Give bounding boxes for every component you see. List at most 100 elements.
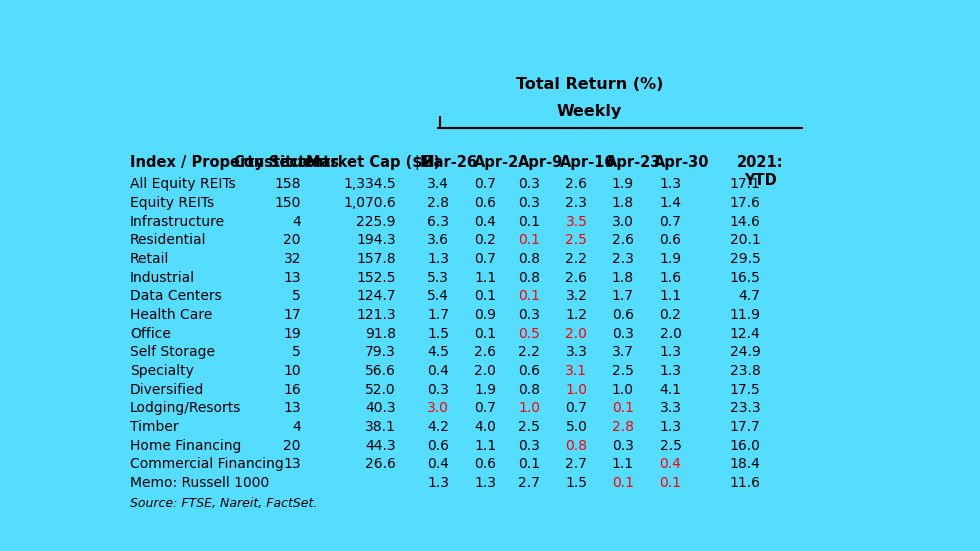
Text: Lodging/Resorts: Lodging/Resorts bbox=[130, 401, 241, 415]
Text: 0.7: 0.7 bbox=[565, 401, 587, 415]
Text: 17.7: 17.7 bbox=[730, 420, 760, 434]
Text: 0.1: 0.1 bbox=[518, 233, 540, 247]
Text: 1.3: 1.3 bbox=[660, 364, 681, 378]
Text: 1.3: 1.3 bbox=[427, 476, 449, 490]
Text: 32: 32 bbox=[283, 252, 301, 266]
Text: 0.3: 0.3 bbox=[518, 308, 540, 322]
Text: Source: FTSE, Nareit, FactSet.: Source: FTSE, Nareit, FactSet. bbox=[130, 497, 318, 510]
Text: 0.3: 0.3 bbox=[518, 177, 540, 191]
Text: 0.8: 0.8 bbox=[518, 271, 540, 285]
Text: 38.1: 38.1 bbox=[365, 420, 396, 434]
Text: 2.0: 2.0 bbox=[474, 364, 496, 378]
Text: 24.9: 24.9 bbox=[730, 345, 760, 359]
Text: 2.6: 2.6 bbox=[565, 177, 587, 191]
Text: 2.5: 2.5 bbox=[612, 364, 634, 378]
Text: 1,070.6: 1,070.6 bbox=[343, 196, 396, 210]
Text: 13: 13 bbox=[283, 457, 301, 471]
Text: 225.9: 225.9 bbox=[357, 214, 396, 229]
Text: Total Return (%): Total Return (%) bbox=[515, 77, 663, 91]
Text: 124.7: 124.7 bbox=[357, 289, 396, 303]
Text: 16.0: 16.0 bbox=[729, 439, 760, 452]
Text: 1.9: 1.9 bbox=[612, 177, 634, 191]
Text: 157.8: 157.8 bbox=[357, 252, 396, 266]
Text: 3.1: 3.1 bbox=[565, 364, 587, 378]
Text: Constituents: Constituents bbox=[233, 155, 339, 170]
Text: 2.5: 2.5 bbox=[518, 420, 540, 434]
Text: 0.7: 0.7 bbox=[474, 401, 496, 415]
Text: 4.7: 4.7 bbox=[739, 289, 760, 303]
Text: 17.1: 17.1 bbox=[729, 177, 760, 191]
Text: 0.8: 0.8 bbox=[518, 382, 540, 397]
Text: 0.3: 0.3 bbox=[427, 382, 449, 397]
Text: 16.5: 16.5 bbox=[729, 271, 760, 285]
Text: 2.6: 2.6 bbox=[612, 233, 634, 247]
Text: 2021:
YTD: 2021: YTD bbox=[737, 155, 784, 188]
Text: Apr-16: Apr-16 bbox=[560, 155, 615, 170]
Text: 1.0: 1.0 bbox=[612, 382, 634, 397]
Text: 1.6: 1.6 bbox=[660, 271, 681, 285]
Text: 1.3: 1.3 bbox=[427, 252, 449, 266]
Text: 1.3: 1.3 bbox=[660, 345, 681, 359]
Text: 2.3: 2.3 bbox=[612, 252, 634, 266]
Text: 4: 4 bbox=[292, 420, 301, 434]
Text: Data Centers: Data Centers bbox=[130, 289, 221, 303]
Text: 0.5: 0.5 bbox=[518, 327, 540, 341]
Text: 0.4: 0.4 bbox=[660, 457, 681, 471]
Text: 11.6: 11.6 bbox=[729, 476, 760, 490]
Text: 6.3: 6.3 bbox=[427, 214, 449, 229]
Text: 0.6: 0.6 bbox=[660, 233, 681, 247]
Text: 4.5: 4.5 bbox=[427, 345, 449, 359]
Text: 1.1: 1.1 bbox=[474, 271, 496, 285]
Text: Apr-23: Apr-23 bbox=[606, 155, 662, 170]
Text: 23.3: 23.3 bbox=[730, 401, 760, 415]
Text: 1.0: 1.0 bbox=[565, 382, 587, 397]
Text: 158: 158 bbox=[274, 177, 301, 191]
Text: 17: 17 bbox=[283, 308, 301, 322]
Text: 52.0: 52.0 bbox=[366, 382, 396, 397]
Text: 4.2: 4.2 bbox=[427, 420, 449, 434]
Text: Timber: Timber bbox=[130, 420, 178, 434]
Text: 150: 150 bbox=[274, 196, 301, 210]
Text: Residential: Residential bbox=[130, 233, 207, 247]
Text: 23.8: 23.8 bbox=[730, 364, 760, 378]
Text: 121.3: 121.3 bbox=[357, 308, 396, 322]
Text: Apr-2: Apr-2 bbox=[473, 155, 518, 170]
Text: 4.1: 4.1 bbox=[660, 382, 681, 397]
Text: Health Care: Health Care bbox=[130, 308, 213, 322]
Text: Self Storage: Self Storage bbox=[130, 345, 215, 359]
Text: Apr-9: Apr-9 bbox=[517, 155, 563, 170]
Text: 0.3: 0.3 bbox=[518, 196, 540, 210]
Text: 91.8: 91.8 bbox=[365, 327, 396, 341]
Text: 3.7: 3.7 bbox=[612, 345, 634, 359]
Text: 20.1: 20.1 bbox=[730, 233, 760, 247]
Text: Commercial Financing: Commercial Financing bbox=[130, 457, 284, 471]
Text: 2.7: 2.7 bbox=[518, 476, 540, 490]
Text: 1.8: 1.8 bbox=[612, 196, 634, 210]
Text: 2.0: 2.0 bbox=[565, 327, 587, 341]
Text: 1.9: 1.9 bbox=[474, 382, 496, 397]
Text: 0.1: 0.1 bbox=[518, 457, 540, 471]
Text: 1.5: 1.5 bbox=[565, 476, 587, 490]
Text: 29.5: 29.5 bbox=[730, 252, 760, 266]
Text: 3.0: 3.0 bbox=[427, 401, 449, 415]
Text: 40.3: 40.3 bbox=[366, 401, 396, 415]
Text: 1,334.5: 1,334.5 bbox=[343, 177, 396, 191]
Text: 0.9: 0.9 bbox=[474, 308, 496, 322]
Text: Retail: Retail bbox=[130, 252, 170, 266]
Text: 1.7: 1.7 bbox=[427, 308, 449, 322]
Text: 0.7: 0.7 bbox=[474, 177, 496, 191]
Text: 5.0: 5.0 bbox=[565, 420, 587, 434]
Text: 0.3: 0.3 bbox=[612, 439, 634, 452]
Text: Index / Property Sector: Index / Property Sector bbox=[130, 155, 322, 170]
Text: Mar-26: Mar-26 bbox=[420, 155, 478, 170]
Text: 2.6: 2.6 bbox=[565, 271, 587, 285]
Text: 0.3: 0.3 bbox=[612, 327, 634, 341]
Text: 194.3: 194.3 bbox=[357, 233, 396, 247]
Text: Market Cap ($B): Market Cap ($B) bbox=[306, 155, 440, 170]
Text: 1.1: 1.1 bbox=[660, 289, 681, 303]
Text: 20: 20 bbox=[283, 439, 301, 452]
Text: 1.1: 1.1 bbox=[612, 457, 634, 471]
Text: 152.5: 152.5 bbox=[357, 271, 396, 285]
Text: 0.1: 0.1 bbox=[474, 327, 496, 341]
Text: 0.6: 0.6 bbox=[518, 364, 540, 378]
